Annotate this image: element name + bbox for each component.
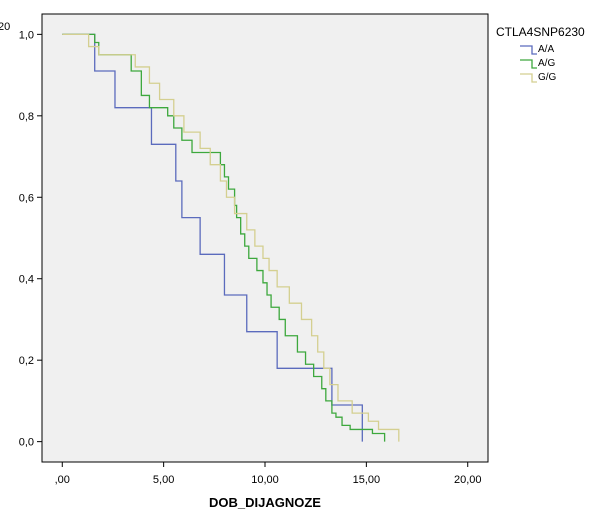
- x-axis-title: DOB_DIJAGNOZE: [209, 495, 321, 510]
- legend-label-a-a: A/A: [538, 44, 554, 55]
- legend-title: CTLA4SNP6230: [496, 25, 585, 39]
- x-tick-label: 20,00: [454, 474, 482, 486]
- x-tick-label: 5,00: [153, 474, 174, 486]
- x-tick-label: ,00: [55, 474, 70, 486]
- y-tick-label: 0,2: [19, 355, 34, 367]
- y-tick-label: 1,0: [19, 29, 34, 41]
- legend-swatch-a-a: [520, 45, 537, 55]
- legend: A/A A/G G/G: [520, 44, 557, 83]
- legend-swatch-g-g: [520, 73, 537, 83]
- legend-swatch-a-g: [520, 59, 537, 69]
- y-tick-label: 0,0: [19, 437, 34, 449]
- x-tick-label: 10,00: [251, 474, 279, 486]
- legend-label-a-g: A/G: [538, 58, 555, 69]
- y-axis: 0,0 0,2 0,4 0,6 0,8 1,0: [19, 29, 42, 449]
- series-line-g-g: [62, 33, 400, 442]
- x-axis: ,00 5,00 10,00 15,00 20,00: [55, 462, 482, 486]
- y-tick-label: 0,4: [19, 274, 34, 286]
- plot-area: [41, 13, 489, 463]
- legend-label-g-g: G/G: [538, 72, 557, 83]
- series-line-a-a: [62, 33, 363, 442]
- y-tick-label: 0,6: [19, 192, 34, 204]
- y-tick-label: 0,8: [19, 111, 34, 123]
- series-line-a-g: [62, 33, 386, 442]
- series-lines: [62, 33, 400, 442]
- top-left-fragment: 20: [0, 21, 10, 33]
- x-tick-label: 15,00: [353, 474, 381, 486]
